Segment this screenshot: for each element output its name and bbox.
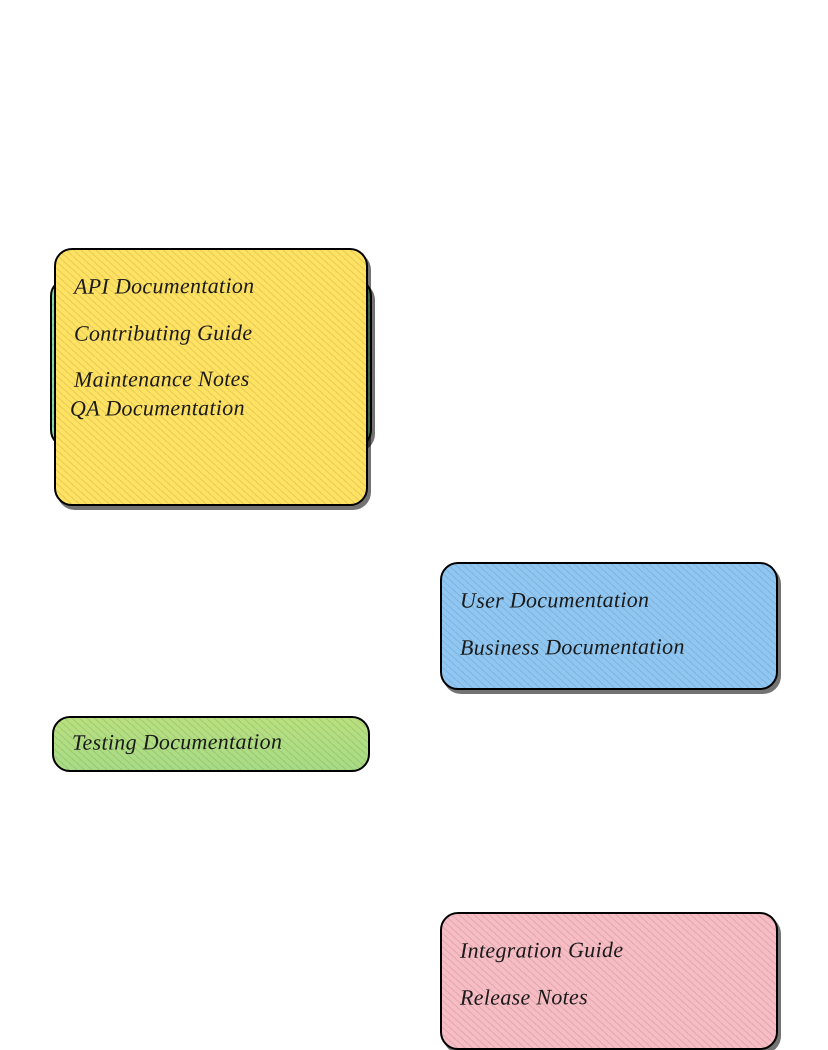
doc-item-user: User Documentation <box>460 585 758 615</box>
pink-box: Integration Guide Release Notes <box>440 912 778 1050</box>
doc-item-maintenance: Maintenance Notes <box>74 364 348 394</box>
doc-item-qa: QA Documentation <box>70 393 352 423</box>
blue-box: User Documentation Business Documentatio… <box>440 562 778 690</box>
doc-item-business: Business Documentation <box>460 632 758 662</box>
doc-item-api: API Documentation <box>74 271 348 301</box>
doc-item-testing: Testing Documentation <box>72 727 350 757</box>
doc-item-contributing: Contributing Guide <box>74 318 348 348</box>
overlap-box: Testing Documentation <box>52 716 370 772</box>
yellow-box: API Documentation Contributing Guide Mai… <box>54 248 368 506</box>
doc-item-integration: Integration Guide <box>460 935 758 965</box>
doc-item-release: Release Notes <box>460 982 758 1012</box>
